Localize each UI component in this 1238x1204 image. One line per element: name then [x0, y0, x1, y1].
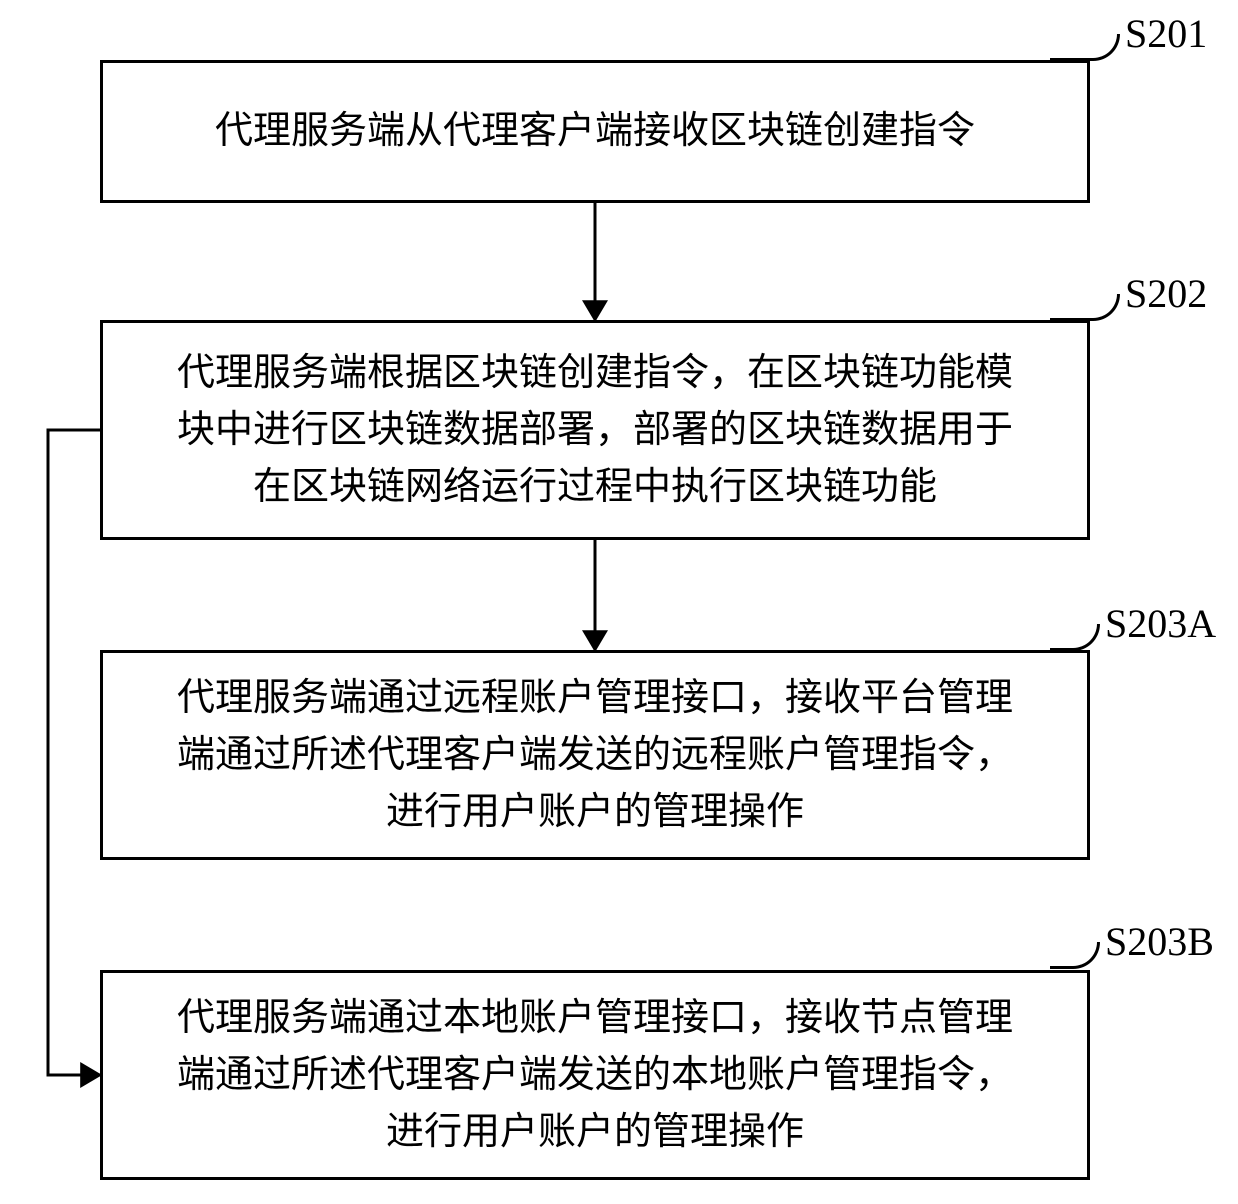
leader-s201 — [1050, 34, 1120, 61]
step-box-s203a: 代理服务端通过远程账户管理接口，接收平台管理 端通过所述代理客户端发送的远程账户… — [100, 650, 1090, 860]
step-text-s203a: 代理服务端通过远程账户管理接口，接收平台管理 端通过所述代理客户端发送的远程账户… — [177, 670, 1013, 841]
step-box-s203b: 代理服务端通过本地账户管理接口，接收节点管理 端通过所述代理客户端发送的本地账户… — [100, 970, 1090, 1180]
step-text-s201: 代理服务端从代理客户端接收区块链创建指令 — [215, 103, 975, 160]
leader-s202 — [1050, 294, 1120, 321]
step-label-s201: S201 — [1125, 10, 1207, 57]
step-box-s202: 代理服务端根据区块链创建指令，在区块链功能模 块中进行区块链数据部署，部署的区块… — [100, 320, 1090, 540]
step-text-s202: 代理服务端根据区块链创建指令，在区块链功能模 块中进行区块链数据部署，部署的区块… — [177, 345, 1013, 516]
step-text-s203b: 代理服务端通过本地账户管理接口，接收节点管理 端通过所述代理客户端发送的本地账户… — [177, 990, 1013, 1161]
flowchart-canvas: 代理服务端从代理客户端接收区块链创建指令 代理服务端根据区块链创建指令，在区块链… — [0, 0, 1238, 1204]
leader-s203a — [1050, 624, 1100, 651]
step-label-s203b: S203B — [1105, 918, 1214, 965]
leader-s203b — [1050, 942, 1100, 969]
step-label-s202: S202 — [1125, 270, 1207, 317]
step-label-s203a: S203A — [1105, 600, 1216, 647]
step-box-s201: 代理服务端从代理客户端接收区块链创建指令 — [100, 60, 1090, 203]
